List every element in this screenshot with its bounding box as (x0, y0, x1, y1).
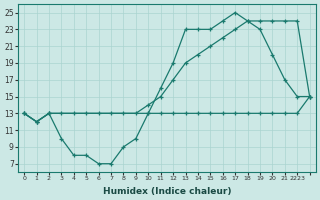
X-axis label: Humidex (Indice chaleur): Humidex (Indice chaleur) (103, 187, 231, 196)
